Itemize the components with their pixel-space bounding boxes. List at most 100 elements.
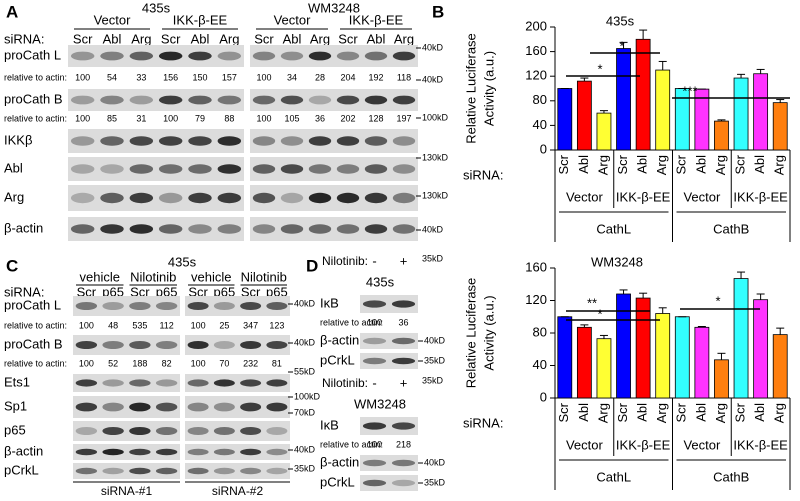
- x-tick-label: Scr: [674, 154, 689, 174]
- bar: [714, 120, 729, 151]
- band: [364, 51, 388, 61]
- group-label: CathB: [713, 221, 749, 236]
- band: [280, 136, 304, 146]
- row-label: β-actin: [4, 443, 43, 458]
- band: [266, 402, 288, 412]
- group-label: vehicle: [191, 269, 231, 284]
- band: [129, 341, 151, 349]
- band: [364, 192, 388, 204]
- band: [102, 379, 124, 387]
- relative-label: relative to actin:: [4, 358, 67, 368]
- blot-strip: [250, 89, 418, 111]
- band: [240, 448, 262, 456]
- x-tick-label: Arg: [595, 155, 610, 175]
- x-tick-label: Scr: [556, 402, 571, 422]
- band: [280, 224, 304, 234]
- bar: [655, 313, 671, 399]
- blot-strip: [68, 185, 244, 211]
- row-label: pCrkL: [320, 474, 355, 489]
- row-label: IκB: [320, 417, 339, 432]
- relative-value: 100: [367, 317, 382, 327]
- band: [252, 136, 276, 146]
- row-label: pCrkL: [4, 462, 39, 477]
- band: [213, 427, 235, 435]
- bar: [635, 297, 651, 399]
- relative-label: relative to actin:: [320, 317, 383, 327]
- band: [217, 95, 242, 105]
- lane-label: Scr: [77, 284, 97, 299]
- relative-value: 188: [132, 358, 147, 368]
- footer-label: siRNA-#2: [212, 484, 264, 498]
- band: [188, 224, 212, 234]
- cell-line-label: WM3248: [308, 0, 360, 15]
- blot-strip: [73, 421, 180, 441]
- band: [266, 341, 288, 349]
- band: [75, 467, 98, 475]
- y-tick-label: 40: [533, 117, 547, 132]
- error-bar: [697, 326, 706, 328]
- cell-line-label: WM3248: [354, 396, 406, 411]
- bar: [714, 359, 729, 399]
- band: [102, 467, 124, 475]
- relative-value: 28: [315, 72, 325, 82]
- x-tick-label: Abl: [752, 155, 767, 174]
- bar: [733, 278, 749, 399]
- error-bar: [737, 73, 746, 79]
- panel-letter: C: [6, 256, 18, 275]
- row-label: proCath B: [4, 91, 63, 106]
- band: [217, 164, 242, 174]
- row-label: proCath L: [4, 297, 61, 312]
- x-tick-label: Abl: [635, 403, 650, 422]
- chart-title: WM3248: [591, 254, 643, 269]
- relative-value: 100: [191, 320, 206, 330]
- row-label: Arg: [4, 189, 24, 204]
- band: [129, 164, 154, 174]
- band: [75, 341, 98, 349]
- band: [336, 95, 360, 105]
- band: [188, 164, 212, 174]
- band: [391, 459, 416, 467]
- error-bar: [717, 119, 726, 122]
- lane-label: Scr: [338, 31, 358, 46]
- band: [158, 192, 183, 204]
- y-tick-label: 120: [525, 292, 547, 307]
- lane-label: Scr: [254, 31, 274, 46]
- band: [364, 136, 388, 146]
- lane-label: Scr: [161, 31, 181, 46]
- x-tick-label: Scr: [674, 402, 689, 422]
- band: [129, 95, 154, 105]
- condition-label: -: [372, 253, 376, 268]
- group-label: CathL: [596, 221, 631, 236]
- band: [308, 224, 332, 234]
- relative-value: 82: [162, 358, 172, 368]
- subgroup-label: Vector: [566, 437, 604, 452]
- band: [102, 341, 124, 349]
- chart-title: 435s: [606, 13, 635, 28]
- error-bar: [658, 60, 667, 71]
- x-tick-label: Arg: [654, 403, 669, 423]
- band: [188, 192, 212, 204]
- x-tick-label: Scr: [615, 402, 630, 422]
- blot-strip: [360, 455, 418, 471]
- relative-value: 157: [222, 72, 237, 82]
- x-tick-label: Arg: [713, 155, 728, 175]
- band: [129, 51, 154, 61]
- bar: [616, 48, 631, 151]
- x-axis-label: siRNA:: [463, 167, 503, 182]
- sirna-label: siRNA:: [4, 31, 44, 46]
- bar: [557, 88, 573, 151]
- y-tick-label: 40: [533, 357, 547, 372]
- error-bar: [658, 307, 667, 314]
- blot-strip: [250, 45, 418, 67]
- relative-value: 100: [75, 113, 90, 123]
- relative-value: 100: [256, 113, 271, 123]
- relative-value: 70: [219, 358, 229, 368]
- row-label: β-actin: [4, 220, 43, 235]
- error-bar: [599, 110, 608, 114]
- relative-value: 123: [269, 320, 284, 330]
- y-tick-label: 80: [533, 324, 547, 339]
- band: [240, 379, 262, 387]
- relative-label: relative to actin:: [4, 320, 67, 330]
- band: [155, 402, 178, 412]
